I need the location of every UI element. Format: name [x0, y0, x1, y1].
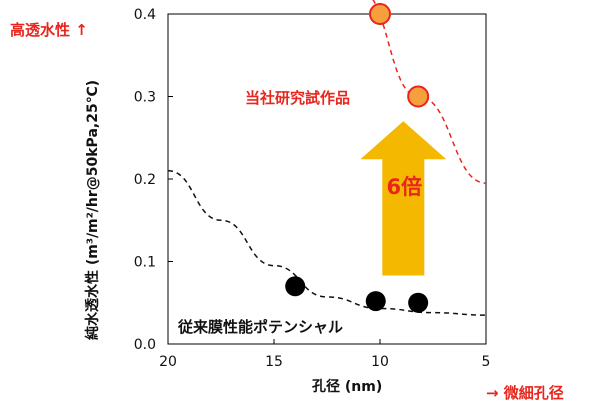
- x-tick-label: 5: [482, 354, 491, 370]
- y-tick-label: 0.1: [134, 255, 156, 271]
- high-permeability-label: 高透水性 ↑: [10, 21, 88, 39]
- conventional-data-point: [408, 292, 429, 313]
- y-tick-label: 0.2: [134, 172, 156, 188]
- y-tick-label: 0.0: [134, 337, 156, 353]
- x-tick-label: 15: [265, 354, 283, 370]
- x-axis: 20 15 10 5: [159, 339, 490, 370]
- x-tick-label: 10: [371, 354, 389, 370]
- fine-pore-label: → 微細孔径: [486, 384, 564, 402]
- data-points: [285, 3, 430, 313]
- conventional-data-point: [365, 291, 386, 312]
- conventional-trend-line: [168, 170, 486, 316]
- fold-increase-label: 6倍: [387, 175, 423, 199]
- conventional-data-point: [285, 276, 306, 297]
- x-tick-label: 20: [159, 354, 177, 370]
- prototype-data-point: [369, 3, 391, 25]
- conventional-series-label: 従来膜性能ポテンシャル: [177, 318, 343, 336]
- x-axis-title: 孔径 (nm): [312, 379, 383, 395]
- prototype-data-point: [407, 85, 430, 108]
- y-tick-label: 0.4: [134, 7, 156, 23]
- increase-arrow: [360, 121, 447, 276]
- prototype-series-label: 当社研究試作品: [245, 89, 350, 107]
- fold-increase-arrow: 6倍: [360, 121, 447, 276]
- y-tick-label: 0.3: [134, 90, 156, 106]
- y-axis-title: 純水透水性 (m³/m²/hr@50kPa,25℃): [85, 79, 101, 341]
- y-axis: 0.0 0.1 0.2 0.3 0.4: [134, 7, 173, 353]
- plot-area: [167, 13, 487, 345]
